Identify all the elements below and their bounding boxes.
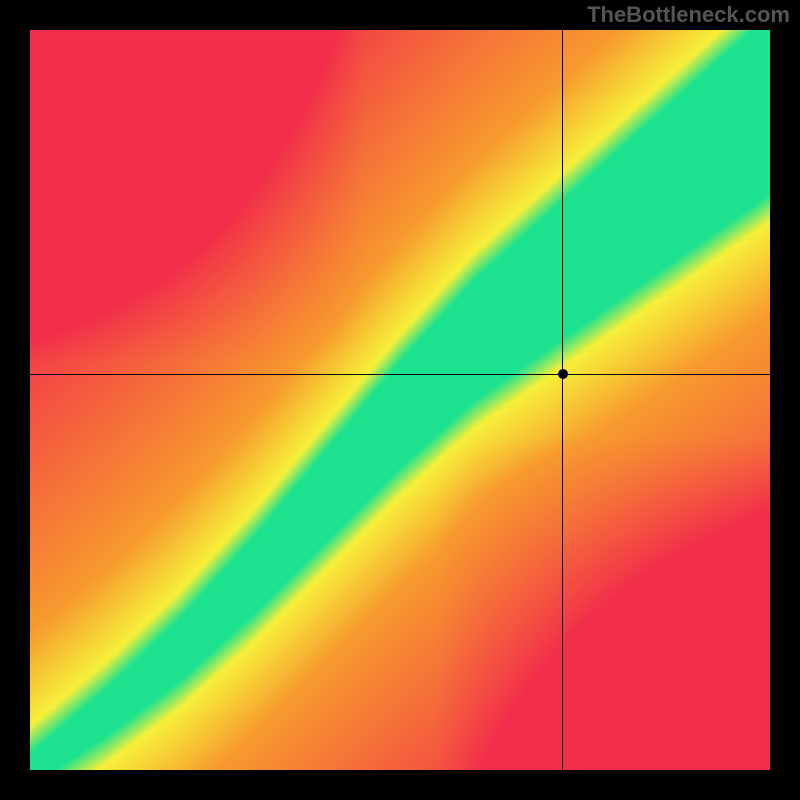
watermark-text: TheBottleneck.com [587, 2, 790, 28]
crosshair-marker [558, 369, 568, 379]
heatmap-canvas [30, 30, 770, 770]
plot-area [30, 30, 770, 770]
crosshair-vertical [562, 30, 563, 770]
crosshair-horizontal [30, 374, 770, 375]
chart-container: TheBottleneck.com [0, 0, 800, 800]
